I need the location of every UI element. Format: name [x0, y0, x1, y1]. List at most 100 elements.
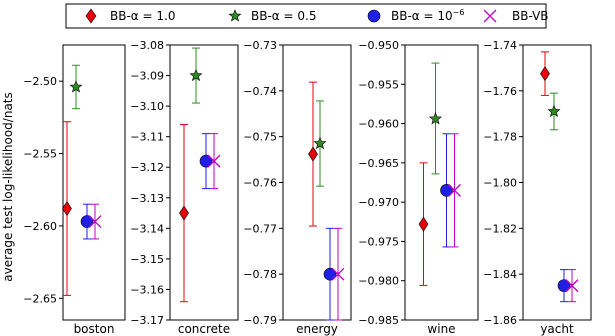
y-tick-label: −3.17 — [130, 314, 164, 327]
x-axis-label: wine — [427, 322, 455, 336]
axes-frame — [282, 44, 352, 321]
y-tick-label: −0.77 — [243, 222, 277, 235]
errorbar-star — [189, 47, 203, 104]
y-tick-label: −3.09 — [130, 70, 164, 83]
legend-marker-circle — [367, 9, 381, 23]
errorbar-star — [547, 92, 561, 131]
data-point-diamond — [62, 200, 72, 217]
y-tick-label: −0.75 — [243, 131, 277, 144]
axes-frame — [62, 44, 126, 321]
legend-label: BB-VB — [512, 9, 549, 23]
x-axis-label: boston — [74, 322, 115, 336]
y-tick-label: −3.11 — [130, 131, 164, 144]
data-point-x — [207, 154, 221, 168]
data-point-star — [189, 68, 203, 82]
x-axis-label: yacht — [540, 322, 574, 336]
errorbar-x — [88, 203, 102, 240]
errorbar-diamond — [179, 123, 189, 303]
axes-frame — [404, 44, 479, 321]
y-tick-label: −3.16 — [130, 283, 164, 296]
x-axis-label: energy — [296, 322, 338, 336]
legend-marker-x — [483, 9, 497, 23]
data-point-diamond — [418, 216, 429, 232]
panel-energy: −0.79 −0.78 −0.77 −0.76 −0.75 −0.74 −0.73 energ… — [243, 39, 352, 336]
data-point-star — [313, 136, 327, 150]
legend: BB-α = 1.0 BB-α = 0.5 BB-α = 10−6 BB-VB — [65, 3, 549, 29]
panel-yacht: −1.86 −1.84 −1.82 −1.80 −1.78 −1.76 −1.74 yacht — [483, 39, 592, 336]
x-axis-label: concrete — [178, 322, 230, 336]
y-tick-label: −0.76 — [243, 177, 277, 190]
data-point-diamond — [308, 146, 318, 162]
data-point-circle — [557, 279, 571, 292]
y-tick-label: −1.78 — [483, 131, 517, 144]
data-point-x — [331, 267, 345, 281]
errorbar-star — [313, 100, 327, 187]
y-tick-label: −1.84 — [483, 268, 517, 281]
errorbar-x — [207, 133, 221, 190]
errorbar-diamond — [540, 51, 550, 96]
data-point-star — [69, 80, 83, 93]
y-tick-label: −0.79 — [243, 314, 277, 327]
y-tick-label: −0.970 — [358, 196, 399, 209]
errorbar-circle — [80, 203, 94, 240]
y-tick-label: −0.960 — [358, 118, 399, 131]
panel-concrete: −3.17 −3.16 −3.15 −3.14 −3.13 −3.12 −3.11 −3.10… — [130, 39, 239, 336]
data-point-diamond — [179, 205, 189, 221]
errorbar-diamond — [418, 162, 429, 286]
data-point-x — [565, 279, 579, 293]
data-point-x — [448, 183, 461, 197]
legend-marker-diamond — [85, 8, 97, 24]
errorbar-x — [331, 227, 345, 321]
legend-entry-alpha-1: BB-α = 1.0 — [85, 8, 175, 24]
legend-label-exponent: −6 — [453, 8, 465, 17]
errorbar-star — [69, 64, 83, 110]
legend-entry-alpha-1e-6: BB-α = 10−6 — [367, 8, 464, 23]
y-tick-label: −0.955 — [358, 78, 399, 91]
axes-frame — [522, 44, 592, 321]
errorbar-circle — [557, 269, 571, 303]
legend-entry-bb-vb: BB-VB — [483, 9, 549, 23]
legend-label: BB-α = 0.5 — [251, 9, 316, 23]
errorbar-star — [429, 62, 442, 175]
errorbar-circle — [440, 133, 453, 248]
errorbar-x — [565, 269, 579, 303]
y-axis-label: average test log-likelihood/nats — [1, 92, 15, 282]
y-tick-label: −1.74 — [483, 39, 517, 52]
panel-wine: −0.985 −0.980 −0.975 −0.970 −0.965 −0.960 −0.9… — [358, 39, 479, 336]
data-point-star — [429, 112, 442, 125]
y-tick-label: −3.10 — [130, 100, 164, 113]
errorbar-circle — [323, 227, 337, 321]
y-tick-label: −2.65 — [23, 292, 57, 305]
errorbar-circle — [199, 133, 213, 190]
y-tick-label: −0.950 — [358, 39, 399, 52]
y-tick-label: −0.980 — [358, 275, 399, 288]
y-tick-label: −0.975 — [358, 235, 399, 248]
errorbar-diamond — [62, 121, 72, 296]
data-point-circle — [440, 184, 453, 197]
legend-marker-star — [228, 9, 242, 22]
y-tick-label: −0.965 — [358, 157, 399, 170]
y-tick-label: −1.80 — [483, 177, 517, 190]
legend-label: BB-α = 1.0 — [110, 9, 175, 23]
data-point-circle — [323, 267, 337, 281]
errorbar-x — [448, 133, 461, 248]
y-tick-label: −3.13 — [130, 192, 164, 205]
y-tick-label: −2.60 — [23, 220, 57, 233]
y-tick-label: −2.55 — [23, 148, 57, 161]
legend-entry-alpha-0-5: BB-α = 0.5 — [228, 9, 316, 23]
legend-label-base: BB-α = 10 — [391, 9, 453, 23]
legend-frame — [65, 3, 547, 29]
y-tick-label: −1.82 — [483, 222, 517, 235]
legend-label: BB-α = 10−6 — [391, 8, 464, 23]
y-tick-label: −0.74 — [243, 85, 277, 98]
y-tick-label: −3.15 — [130, 253, 164, 266]
data-point-diamond — [540, 66, 550, 82]
data-point-circle — [80, 215, 94, 228]
y-tick-label: −1.76 — [483, 85, 517, 98]
y-tick-label: −1.86 — [483, 314, 517, 327]
y-tick-label: −2.50 — [23, 75, 57, 88]
errorbar-diamond — [308, 81, 318, 227]
panel-boston: −2.65 −2.60 −2.55 −2.50 boston — [23, 44, 126, 336]
data-point-star — [547, 104, 561, 117]
